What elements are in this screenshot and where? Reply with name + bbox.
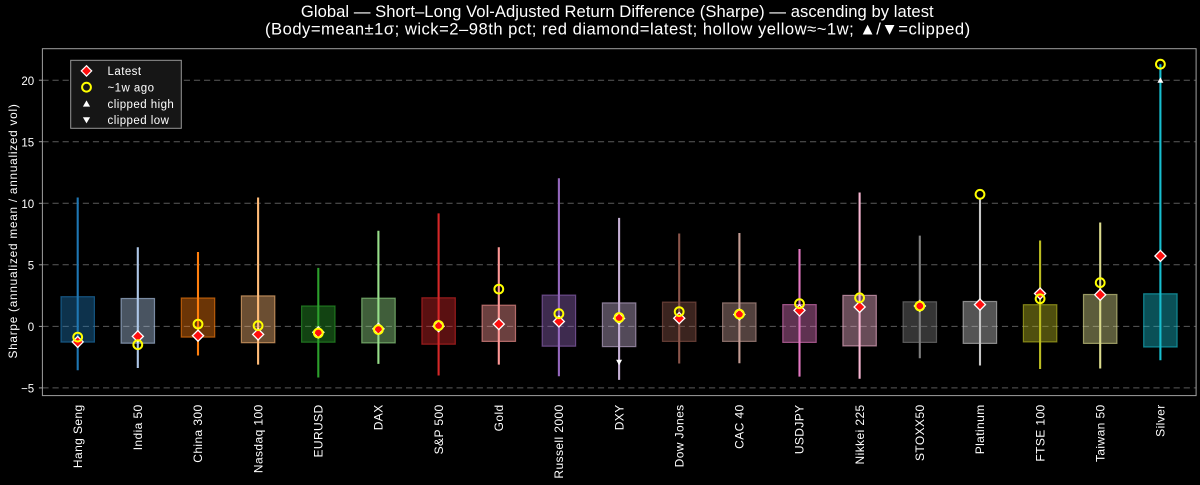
- svg-text:Nasdaq 100: Nasdaq 100: [251, 404, 265, 473]
- svg-text:10: 10: [21, 199, 34, 211]
- svg-text:Latest: Latest: [108, 66, 142, 78]
- svg-text:FTSE 100: FTSE 100: [1033, 404, 1047, 461]
- svg-text:Russell 2000: Russell 2000: [552, 404, 566, 478]
- svg-text:20: 20: [21, 76, 34, 88]
- svg-text:Hang Seng: Hang Seng: [71, 404, 85, 468]
- svg-text:Silver: Silver: [1154, 404, 1168, 436]
- svg-text:Gold: Gold: [492, 404, 506, 431]
- svg-text:−5: −5: [21, 384, 34, 396]
- svg-text:clipped high: clipped high: [108, 99, 175, 111]
- svg-text:STOXX50: STOXX50: [913, 404, 927, 461]
- svg-text:Sharpe (annualized mean / annu: Sharpe (annualized mean / annualized vol…: [6, 103, 20, 358]
- svg-text:Dow Jones: Dow Jones: [672, 404, 686, 467]
- svg-text:(Body=mean±1σ; wick=2–98th pct: (Body=mean±1σ; wick=2–98th pct; red diam…: [265, 20, 971, 39]
- svg-text:5: 5: [28, 260, 34, 272]
- svg-text:DAX: DAX: [372, 404, 386, 430]
- svg-text:Taiwan 50: Taiwan 50: [1094, 404, 1108, 462]
- svg-text:EURUSD: EURUSD: [312, 404, 326, 457]
- svg-text:15: 15: [21, 137, 34, 149]
- svg-text:Platinum: Platinum: [973, 404, 987, 454]
- svg-text:Global — Short–Long Vol-Adjust: Global — Short–Long Vol-Adjusted Return …: [301, 2, 934, 21]
- svg-text:S&P 500: S&P 500: [432, 404, 446, 454]
- svg-text:~1w ago: ~1w ago: [108, 82, 155, 94]
- svg-text:China 300: China 300: [191, 404, 205, 462]
- svg-text:0: 0: [28, 322, 34, 334]
- svg-text:India 50: India 50: [131, 404, 145, 450]
- svg-text:USDJPY: USDJPY: [793, 404, 807, 454]
- svg-text:DXY: DXY: [612, 404, 626, 430]
- svg-text:clipped low: clipped low: [108, 115, 170, 127]
- svg-text:CAC 40: CAC 40: [733, 404, 747, 448]
- svg-text:Nikkei 225: Nikkei 225: [853, 404, 867, 464]
